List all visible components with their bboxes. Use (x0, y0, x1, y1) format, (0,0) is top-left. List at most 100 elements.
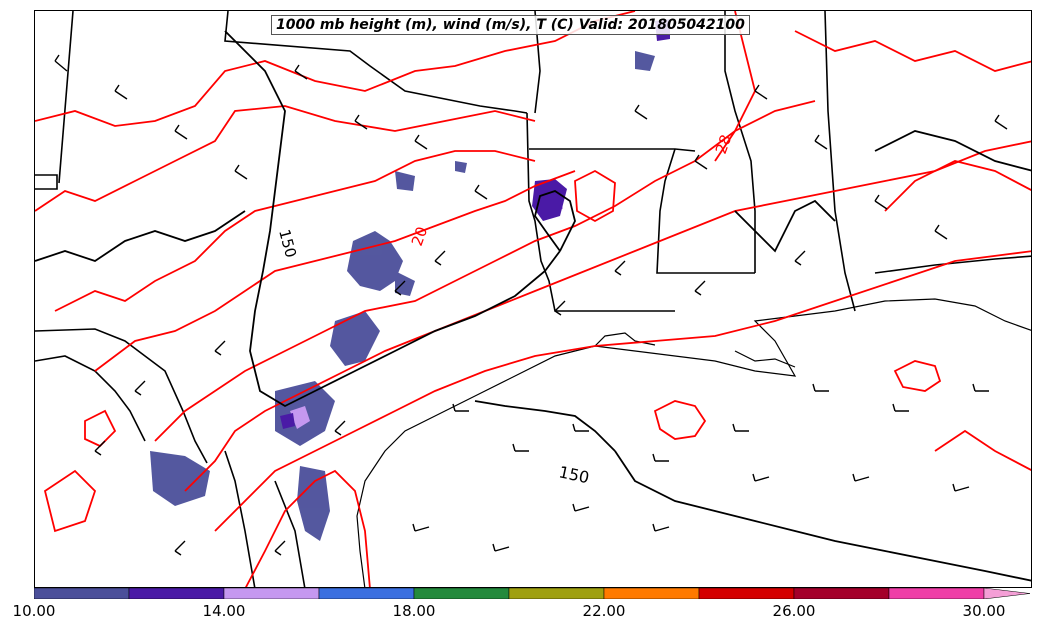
wind-barb (54, 54, 68, 72)
map-title: 1000 mb height (m), wind (m/s), T (C) Va… (271, 15, 750, 35)
wind-barb (512, 443, 529, 452)
height-contour (614, 450, 1031, 582)
shaded-area (297, 466, 330, 541)
colorbar-segment (413, 588, 510, 599)
wind-barb (412, 523, 430, 532)
height-contour (35, 210, 246, 262)
temperature-contour (884, 160, 1031, 212)
boundary-line (874, 255, 1031, 274)
wind-barb (652, 453, 669, 462)
wind-barb (114, 84, 128, 100)
shaded-area (455, 161, 467, 173)
wind-barb (214, 340, 226, 356)
colorbar-tick-label: 10.00 (12, 602, 56, 620)
temperature-contour (245, 469, 371, 587)
wind-barb (414, 134, 428, 150)
height-contour (224, 30, 561, 408)
coastline-path (356, 298, 1031, 587)
colorbar-segment (223, 588, 320, 599)
shaded-area (395, 271, 415, 296)
boundary-line (656, 148, 755, 274)
temperature-contour (184, 140, 1031, 492)
wind-barb (952, 483, 970, 492)
height-label-gulf: 150 (557, 462, 591, 487)
wind-barb (294, 64, 308, 80)
shaded-area (635, 51, 655, 71)
temperature-contour (84, 409, 117, 448)
temperature-contour (54, 150, 536, 312)
wind-barb (752, 473, 770, 482)
map-plot: 150 150 20 28 (35, 11, 1031, 587)
wind-barb (812, 383, 829, 392)
boundary-line (35, 355, 146, 442)
wind-barb (892, 403, 909, 412)
height-contour (534, 190, 576, 252)
wind-barb (694, 154, 708, 170)
temperature-contour (934, 429, 1031, 471)
temperature-contour (154, 100, 816, 442)
colorbar-segment (793, 588, 890, 599)
coastline-path (734, 350, 796, 368)
colorbar-segment (603, 588, 700, 599)
boundary-line (35, 328, 208, 464)
shaded-area (280, 413, 295, 429)
wind-speed-shading-core (280, 19, 670, 429)
wind-barb (394, 280, 406, 296)
temperature-contour (653, 400, 707, 440)
temperature-contours (35, 11, 1031, 587)
wind-barb (174, 124, 188, 140)
wind-barb (754, 84, 768, 100)
wind-barb (474, 184, 488, 200)
height-label-west: 150 (275, 227, 300, 259)
map-panel: 150 150 20 28 (34, 10, 1032, 588)
colorbar-tick-label: 14.00 (202, 602, 246, 620)
wind-barb (274, 540, 286, 556)
boundary-line (724, 11, 756, 273)
colorbar-segment (508, 588, 605, 599)
wind-barb (354, 114, 368, 130)
temp-label-central: 20 (408, 224, 431, 248)
wind-barb (452, 403, 469, 412)
wind-barb (732, 423, 749, 432)
temperature-contour (35, 105, 536, 212)
wind-barb (972, 383, 989, 392)
temp-label-north: 28 (712, 132, 735, 156)
coastline (356, 298, 1031, 587)
colorbar (34, 588, 1031, 599)
wind-barbs (54, 54, 1008, 556)
temperature-contour (214, 250, 1031, 532)
height-contour (874, 130, 1031, 172)
wind-barb (572, 423, 589, 432)
temperature-contour (574, 169, 616, 223)
boundary-line (224, 11, 528, 114)
wind-barb (634, 104, 648, 120)
wind-barb (134, 380, 146, 396)
colorbar-segment (34, 588, 130, 599)
colorbar-segment (128, 588, 225, 599)
colorbar-tick-label: 22.00 (582, 602, 626, 620)
boundary-line (529, 148, 696, 152)
height-contour (474, 400, 616, 452)
wind-barb (174, 540, 186, 556)
height-contour (734, 199, 836, 253)
boundary-line (224, 450, 256, 587)
colorbar-segment (698, 588, 795, 599)
wind-barb (874, 194, 888, 210)
shaded-area (532, 179, 567, 221)
wind-barb (694, 280, 706, 296)
wind-barb (434, 250, 446, 266)
shaded-area (150, 451, 210, 506)
temperature-contour (94, 170, 576, 372)
temperature-contour (893, 360, 942, 392)
boundary-line (824, 11, 856, 312)
wind-barb (794, 250, 806, 266)
height-contours (35, 30, 1031, 582)
shaded-area (330, 311, 380, 366)
colorbar-extension (983, 588, 1031, 599)
boundary-line (526, 112, 675, 312)
wind-barb (492, 543, 510, 552)
colorbar-segment (318, 588, 415, 599)
wind-barb (994, 114, 1008, 130)
wind-barb (852, 473, 870, 482)
wind-barb (234, 164, 248, 180)
